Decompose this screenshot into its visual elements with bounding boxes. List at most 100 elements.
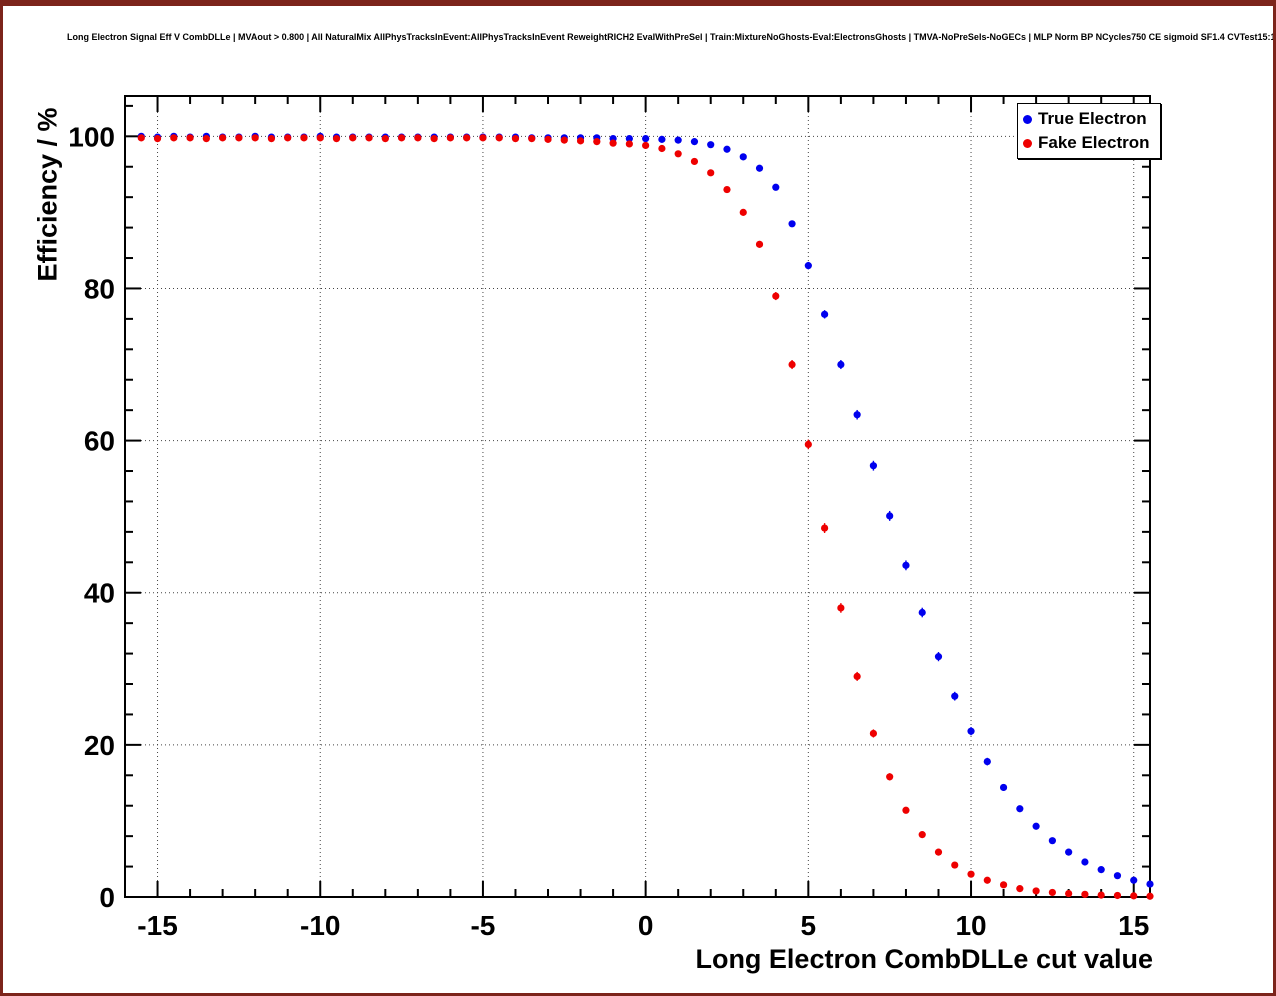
data-point <box>690 157 699 166</box>
data-point <box>690 138 699 146</box>
y-tick-label: 80 <box>84 273 115 304</box>
data-point <box>821 310 829 318</box>
data-point <box>1113 891 1122 900</box>
data-point <box>593 138 601 146</box>
data-point <box>853 672 861 681</box>
data-point <box>934 653 943 661</box>
data-point <box>707 141 715 149</box>
data-point <box>723 145 731 153</box>
legend: True Electron Fake Electron <box>1017 103 1161 159</box>
data-point <box>1032 822 1040 830</box>
data-point <box>528 134 536 143</box>
data-point <box>446 134 454 142</box>
data-point <box>560 136 568 144</box>
data-point <box>1081 858 1089 866</box>
data-point <box>788 360 796 369</box>
data-point <box>1065 848 1073 856</box>
x-tick-label: 10 <box>955 910 986 941</box>
data-point <box>983 757 991 766</box>
data-point <box>267 134 276 143</box>
data-point <box>918 831 926 839</box>
data-point <box>951 861 959 869</box>
legend-entry-fake-electron: Fake Electron <box>1023 131 1155 155</box>
data-point <box>625 134 633 143</box>
data-point <box>251 134 259 142</box>
legend-label: Fake Electron <box>1038 133 1150 152</box>
data-point <box>1048 888 1056 897</box>
data-point <box>1081 890 1089 898</box>
data-point <box>284 134 292 142</box>
data-point <box>723 185 731 194</box>
data-point <box>1113 872 1122 880</box>
data-point <box>381 134 389 143</box>
data-point <box>902 806 910 814</box>
plot-title: Long Electron Signal Eff V CombDLLe | MV… <box>67 32 1276 42</box>
data-point <box>934 848 943 856</box>
legend-label: True Electron <box>1038 109 1147 128</box>
y-tick-label: 40 <box>84 578 115 609</box>
data-point <box>642 134 650 143</box>
data-point <box>1146 880 1154 888</box>
data-point <box>886 512 894 520</box>
data-point <box>853 411 861 419</box>
data-point <box>804 262 812 270</box>
data-point <box>463 134 471 142</box>
data-point <box>186 134 194 142</box>
data-point <box>235 134 243 142</box>
data-point <box>1032 887 1040 895</box>
y-tick-label: 20 <box>84 730 115 761</box>
data-point <box>430 134 438 143</box>
data-point <box>918 608 926 617</box>
data-point <box>1065 889 1073 898</box>
data-point <box>837 360 845 369</box>
x-tick-label: 0 <box>638 910 654 941</box>
data-point <box>707 169 715 177</box>
data-point <box>788 220 796 228</box>
data-point <box>869 462 878 470</box>
data-point <box>576 137 585 145</box>
data-point <box>658 144 666 153</box>
data-point <box>479 134 487 142</box>
data-point <box>1016 805 1024 813</box>
y-tick-label: 100 <box>68 121 115 152</box>
data-point <box>804 440 812 448</box>
data-point <box>1016 885 1024 893</box>
data-point <box>1146 892 1154 900</box>
data-point <box>837 604 845 612</box>
red-dot-marker-icon <box>1023 138 1032 148</box>
data-point <box>658 135 666 143</box>
data-point <box>511 134 520 143</box>
data-point <box>967 870 975 878</box>
data-point <box>967 727 975 735</box>
data-point <box>1048 837 1056 845</box>
data-point <box>495 134 503 142</box>
x-tick-label: 5 <box>801 910 817 941</box>
y-tick-label: 60 <box>84 426 115 457</box>
data-point <box>739 208 747 216</box>
data-point <box>219 134 227 142</box>
x-axis-label: Long Electron CombDLLe cut value <box>695 944 1153 974</box>
data-point <box>609 139 617 147</box>
data-point <box>999 881 1008 889</box>
data-point <box>674 136 682 144</box>
data-point <box>300 134 308 142</box>
data-point <box>755 164 764 172</box>
data-point <box>821 524 829 532</box>
data-point <box>902 561 910 569</box>
data-point <box>544 135 552 143</box>
data-point <box>365 134 373 142</box>
data-point <box>951 692 959 700</box>
efficiency-chart: -15 -10 -5 0 5 10 15 0 20 40 60 80 100 <box>68 95 1154 941</box>
x-tick-label: -15 <box>137 910 177 941</box>
x-tick-label: -10 <box>300 910 340 941</box>
data-point <box>1130 892 1138 900</box>
x-tick-label: -5 <box>470 910 495 941</box>
data-point <box>755 240 764 248</box>
data-point <box>739 153 747 161</box>
data-point <box>316 134 324 142</box>
blue-dot-marker-icon <box>1023 114 1032 124</box>
data-point <box>397 134 406 142</box>
data-point <box>170 134 178 142</box>
y-tick-label: 0 <box>99 882 115 913</box>
data-point <box>642 141 650 150</box>
